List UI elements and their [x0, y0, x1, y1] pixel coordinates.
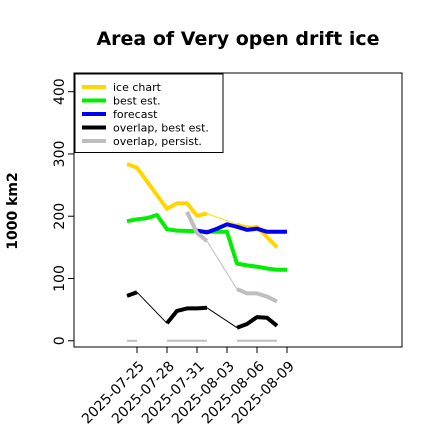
y-tick-label: 100 — [52, 265, 68, 292]
series-line — [196, 222, 287, 235]
y-tick-label: 0 — [52, 336, 68, 345]
series-line — [236, 315, 279, 330]
legend-label: best est. — [113, 95, 161, 108]
chart-title: Area of Very open drift ice — [96, 28, 379, 50]
series-line — [206, 307, 238, 329]
series-line — [236, 287, 278, 304]
legend-label: overlap, persist. — [113, 135, 202, 148]
series-line — [126, 162, 208, 218]
series-line — [136, 291, 168, 324]
series-line — [136, 167, 168, 210]
series-line — [206, 240, 238, 290]
legend-label: ice chart — [113, 81, 162, 94]
series-line — [165, 305, 208, 325]
plot-area — [73, 72, 403, 348]
y-tick-label: 400 — [52, 78, 68, 105]
y-tick-label: 300 — [52, 141, 68, 168]
series-line — [126, 290, 138, 298]
series-lines — [126, 162, 287, 342]
series-line — [185, 211, 209, 243]
legend-label: overlap, best est. — [113, 122, 209, 135]
series-line — [126, 213, 287, 272]
y-axis-label: 1000 km2 — [5, 172, 21, 249]
y-axis-ticks: 0 100 200 300 400 — [52, 78, 74, 345]
y-tick-label: 200 — [52, 203, 68, 230]
x-axis-ticks: 2025-07-252025-07-282025-07-312025-08-03… — [79, 347, 298, 427]
legend-label: forecast — [113, 108, 158, 121]
